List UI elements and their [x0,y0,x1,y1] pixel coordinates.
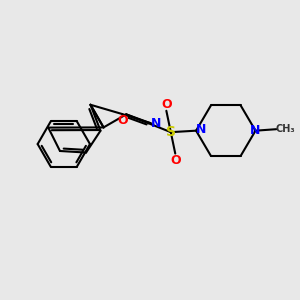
Text: O: O [117,114,128,127]
Text: S: S [166,125,176,139]
Text: CH₃: CH₃ [275,124,295,134]
Text: N: N [151,117,161,130]
Text: N: N [250,124,260,136]
Text: N: N [196,123,206,136]
Text: O: O [161,98,172,111]
Text: O: O [170,154,181,166]
